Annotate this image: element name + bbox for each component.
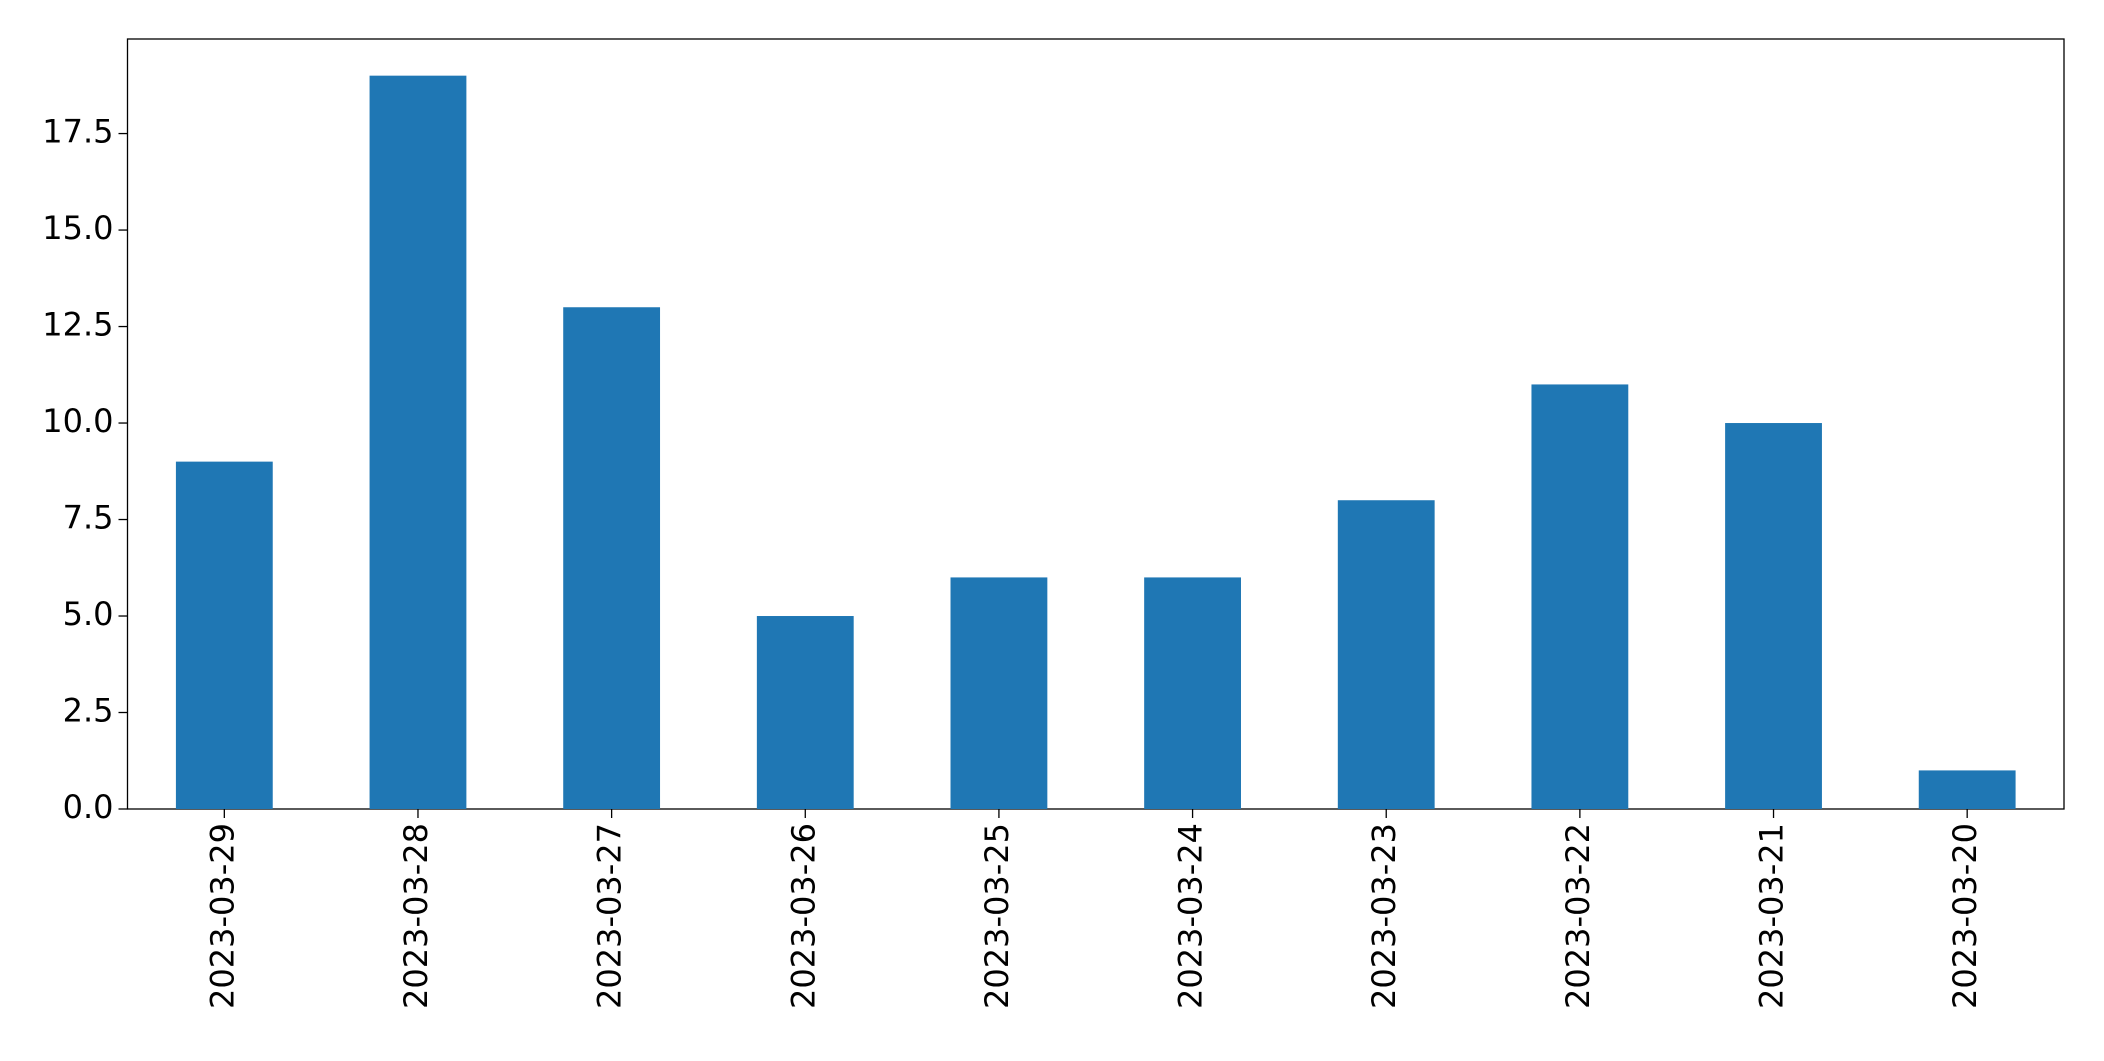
x-tick-label: 2023-03-29 xyxy=(203,823,241,1009)
x-tick-label: 2023-03-21 xyxy=(1753,823,1791,1009)
plot-frame xyxy=(126,38,2065,810)
x-tick-label: 2023-03-24 xyxy=(1172,823,1210,1009)
y-tick-label: 5.0 xyxy=(63,595,114,633)
y-tick-label: 15.0 xyxy=(42,209,113,247)
bar xyxy=(950,577,1048,809)
bar xyxy=(1725,423,1822,809)
y-tick-label: 17.5 xyxy=(42,113,113,151)
bar xyxy=(563,307,661,809)
bar xyxy=(1337,500,1435,809)
bar xyxy=(1144,577,1241,809)
x-tick-label: 2023-03-26 xyxy=(784,823,822,1009)
x-tick-label: 2023-03-20 xyxy=(1946,823,1984,1009)
y-tick-label: 2.5 xyxy=(63,692,114,730)
bar xyxy=(1531,384,1629,809)
x-tick-label: 2023-03-28 xyxy=(397,823,435,1009)
x-tick-label: 2023-03-23 xyxy=(1365,823,1403,1009)
bar xyxy=(756,616,854,809)
x-tick-label: 2023-03-27 xyxy=(591,823,629,1009)
y-tick-label: 10.0 xyxy=(42,402,113,440)
bar xyxy=(175,461,273,809)
y-tick-label: 12.5 xyxy=(42,306,113,344)
y-tick-label: 0.0 xyxy=(63,788,114,826)
x-tick-label: 2023-03-25 xyxy=(978,823,1016,1009)
y-tick-label: 7.5 xyxy=(63,499,114,537)
x-tick-label: 2023-03-22 xyxy=(1559,823,1597,1009)
bar xyxy=(369,75,467,809)
bar xyxy=(1918,770,2016,809)
